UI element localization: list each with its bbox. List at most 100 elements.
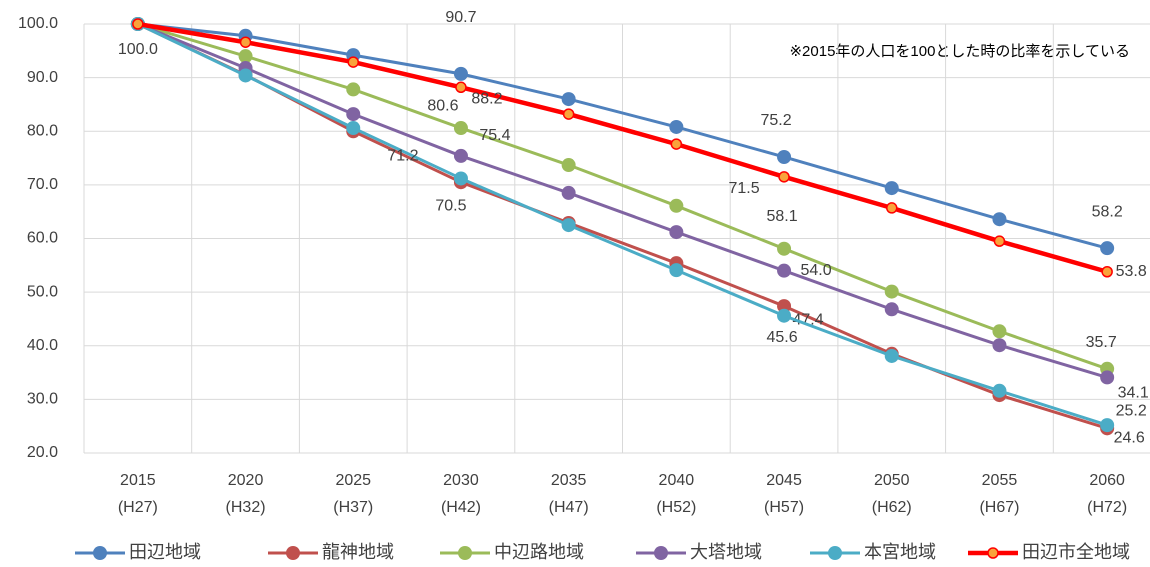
marker — [346, 107, 361, 122]
y-tick-label: 100.0 — [18, 15, 58, 32]
x-tick-sublabel: (H52) — [656, 499, 696, 516]
data-label: 71.2 — [387, 148, 418, 165]
legend-label: 田辺地域 — [129, 542, 201, 562]
y-tick-label: 30.0 — [27, 391, 58, 408]
series-line — [137, 22, 1108, 427]
marker — [562, 108, 575, 120]
marker — [884, 302, 899, 317]
data-label: 90.7 — [445, 9, 476, 26]
x-tick-label: 2030 — [443, 472, 479, 489]
data-label: 45.6 — [766, 329, 797, 346]
marker — [1100, 418, 1115, 433]
x-tick-sublabel: (H72) — [1087, 499, 1127, 516]
data-label: 24.6 — [1114, 430, 1145, 447]
legend-marker — [987, 547, 999, 559]
marker — [453, 121, 468, 136]
marker — [777, 149, 792, 164]
marker — [132, 18, 144, 30]
y-tick-label: 20.0 — [27, 444, 58, 461]
marker — [346, 82, 361, 97]
legend-marker — [458, 546, 472, 560]
y-tick-label: 80.0 — [27, 122, 58, 139]
x-tick-sublabel: (H57) — [764, 499, 804, 516]
marker — [561, 92, 576, 107]
marker — [992, 212, 1007, 227]
y-tick-label: 50.0 — [27, 283, 58, 300]
data-label: 54.0 — [800, 262, 831, 279]
x-tick-label: 2055 — [982, 472, 1018, 489]
marker — [1100, 241, 1115, 256]
marker — [669, 225, 684, 240]
marker — [778, 171, 790, 183]
data-label: 80.6 — [427, 97, 458, 114]
marker — [238, 68, 253, 83]
marker — [777, 241, 792, 256]
data-label: 70.5 — [435, 197, 466, 214]
legend-marker — [286, 546, 300, 560]
marker — [777, 299, 792, 314]
marker — [453, 148, 468, 163]
data-label: 75.4 — [479, 127, 510, 144]
x-tick-label: 2040 — [659, 472, 695, 489]
data-label: 88.2 — [471, 90, 502, 107]
marker — [453, 66, 468, 81]
marker — [346, 121, 361, 136]
series-line — [137, 22, 1108, 250]
marker — [1100, 370, 1115, 385]
marker — [884, 181, 899, 196]
marker — [669, 263, 684, 278]
marker — [669, 198, 684, 213]
x-tick-label: 2060 — [1089, 472, 1125, 489]
marker — [455, 81, 467, 94]
data-label: 58.1 — [766, 208, 797, 225]
legend-label: 中辺路地域 — [494, 542, 584, 562]
marker — [1101, 265, 1113, 278]
marker — [453, 171, 468, 186]
data-label: 100.0 — [118, 41, 158, 58]
marker — [884, 348, 899, 363]
x-tick-sublabel: (H42) — [441, 499, 481, 516]
x-tick-sublabel: (H37) — [333, 499, 373, 516]
y-tick-label: 70.0 — [27, 176, 58, 193]
x-tick-label: 2025 — [335, 472, 371, 489]
marker — [670, 138, 683, 150]
legend-label: 龍神地域 — [322, 542, 394, 562]
series-line — [137, 21, 1108, 274]
legend-label: 本宮地域 — [864, 542, 936, 562]
legend-label: 田辺市全地域 — [1022, 542, 1130, 562]
annotation: ※2015年の人口を100とした時の比率を示している — [789, 43, 1130, 60]
legend-label: 大塔地域 — [690, 542, 762, 562]
marker — [561, 218, 576, 233]
marker — [777, 263, 792, 278]
x-tick-label: 2035 — [551, 472, 587, 489]
data-label: 47.4 — [792, 311, 823, 328]
x-tick-label: 2045 — [766, 472, 802, 489]
y-tick-label: 40.0 — [27, 337, 58, 354]
marker — [992, 383, 1007, 398]
x-tick-sublabel: (H27) — [118, 499, 158, 516]
marker — [993, 235, 1006, 247]
x-tick-label: 2015 — [120, 472, 156, 489]
marker — [777, 308, 792, 323]
data-label: 71.5 — [728, 180, 759, 197]
marker — [561, 185, 576, 200]
data-label: 35.7 — [1086, 334, 1117, 351]
data-label: 75.2 — [760, 112, 791, 129]
legend-marker — [93, 546, 107, 560]
marker — [669, 119, 684, 134]
y-tick-label: 60.0 — [27, 230, 58, 247]
x-tick-sublabel: (H32) — [226, 499, 266, 516]
x-tick-sublabel: (H67) — [979, 499, 1019, 516]
marker — [992, 324, 1007, 339]
marker — [992, 338, 1007, 353]
marker — [239, 36, 252, 48]
legend-marker — [828, 546, 842, 560]
y-tick-label: 90.0 — [27, 69, 58, 86]
series-line — [137, 22, 1108, 371]
x-tick-sublabel: (H47) — [549, 499, 589, 516]
marker — [347, 56, 359, 68]
x-tick-label: 2050 — [874, 472, 910, 489]
legend-marker — [654, 546, 668, 560]
x-tick-sublabel: (H62) — [872, 499, 912, 516]
marker — [886, 202, 898, 214]
